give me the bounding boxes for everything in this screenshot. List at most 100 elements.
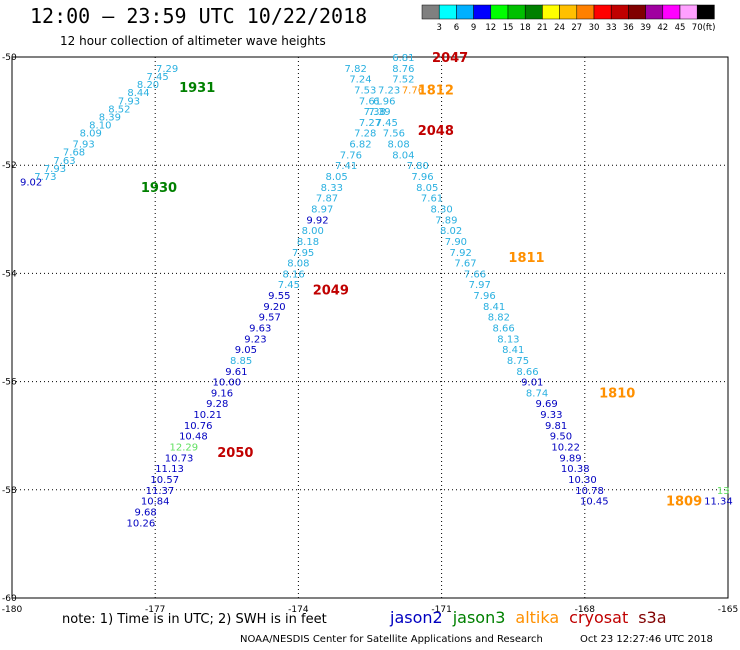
swh-value: 9.20	[263, 302, 285, 313]
swh-value: 7.53	[354, 85, 376, 96]
swh-value: 10.00	[212, 378, 241, 389]
swh-value: 11.13	[155, 464, 184, 475]
colorbar-swatch	[507, 4, 526, 20]
swh-value: 11.37	[146, 486, 175, 497]
swh-value: 8.18	[297, 237, 319, 248]
page-subtitle: 12 hour collection of altimeter wave hei…	[60, 34, 326, 48]
swh-value: 7.27	[359, 118, 381, 129]
swh-value: 10.48	[179, 432, 208, 443]
swh-value: 7.28	[354, 129, 376, 140]
pass-time-label: 1811	[508, 251, 544, 266]
swh-value: 10.84	[141, 497, 170, 508]
colorbar-value: 42	[657, 23, 668, 33]
swh-value: 8.13	[497, 334, 519, 345]
swh-value: 7.76	[340, 150, 362, 161]
colorbar-unit: (ft)	[703, 23, 716, 33]
swh-value: 8.97	[311, 204, 333, 215]
swh-value: 7.90	[445, 237, 467, 248]
swh-value: 7.93	[44, 164, 66, 175]
swh-value: 9.02	[20, 177, 42, 188]
colorbar-value: 36	[623, 23, 634, 33]
pass-time-label: 2047	[432, 51, 468, 66]
swh-value: 9.92	[306, 215, 328, 226]
swh-value: 7.24	[349, 75, 371, 86]
swh-value: 10.38	[561, 464, 590, 475]
swh-value: 7.89	[435, 215, 457, 226]
swh-value: 8.04	[392, 150, 414, 161]
swh-value: 7.96	[473, 291, 495, 302]
swh-value: 7.92	[450, 248, 472, 259]
footer-note: note: 1) Time is in UTC; 2) SWH is in fe…	[62, 612, 327, 627]
swh-value: 9.50	[550, 432, 572, 443]
swh-value: 7.80	[407, 161, 429, 172]
swh-value: 8.75	[507, 356, 529, 367]
swh-value: 7.29	[156, 64, 178, 75]
swh-value: 8.41	[483, 302, 505, 313]
swh-value: 7.68	[63, 148, 85, 159]
y-tick-label: -60	[2, 594, 17, 604]
swh-value: 9.33	[540, 410, 562, 421]
swh-value: 8.05	[325, 172, 347, 183]
colorbar-swatch	[662, 4, 681, 20]
swh-value: 7.82	[345, 64, 367, 75]
swh-value: 9.63	[249, 324, 271, 335]
swh-value: 12.29	[170, 443, 199, 454]
colorbar-swatch	[576, 4, 595, 20]
colorbar-value: 9	[471, 23, 476, 33]
swh-value: 8.82	[488, 313, 510, 324]
colorbar-value: 6	[454, 23, 459, 33]
colorbar-swatch	[696, 4, 715, 20]
swh-value: 10.76	[184, 421, 213, 432]
map-frame	[11, 56, 729, 599]
colorbar-swatch	[610, 4, 629, 20]
colorbar-value: 15	[503, 23, 514, 33]
colorbar-value: 18	[520, 23, 531, 33]
colorbar-swatch	[524, 4, 543, 20]
swh-value: 9.01	[521, 378, 543, 389]
swh-value: 7.93	[118, 96, 140, 107]
swh-value: 7.76	[402, 85, 424, 96]
swh-value: 10.30	[568, 475, 597, 486]
swh-value: 7.95	[292, 248, 314, 259]
x-tick-label: -171	[431, 605, 451, 615]
swh-value: 7.38	[364, 107, 386, 118]
legend-s3a: s3a	[638, 608, 667, 627]
swh-value: 6.81	[392, 53, 414, 64]
swh-value: 8.52	[108, 104, 130, 115]
swh-value: 8.02	[440, 226, 462, 237]
x-tick-label: -174	[288, 605, 309, 615]
page-title: 12:00 – 23:59 UTC 10/22/2018	[30, 4, 368, 28]
swh-value: 8.39	[99, 113, 121, 124]
swh-value: 8.00	[302, 226, 324, 237]
swh-value: 11.34	[704, 497, 733, 508]
swh-value: 8.30	[430, 204, 452, 215]
swh-value: 8.85	[230, 356, 252, 367]
colorbar-swatch	[456, 4, 474, 20]
pass-time-label: 1812	[418, 83, 454, 98]
swh-value: 7.45	[146, 72, 168, 83]
swh-value: 9.89	[559, 453, 581, 464]
swh-value: 7.41	[335, 161, 357, 172]
swh-value: 9.69	[535, 399, 557, 410]
y-tick-label: -54	[2, 269, 17, 279]
swh-value: 9.57	[259, 313, 281, 324]
swh-value: 10.22	[551, 443, 580, 454]
swh-value: 8.16	[282, 269, 304, 280]
colorbar-value: 45	[675, 23, 686, 33]
swh-value: 7.97	[469, 280, 491, 291]
pass-time-label: 1930	[141, 181, 177, 196]
swh-value: 10.73	[165, 453, 194, 464]
timestamp-text: Oct 23 12:27:46 UTC 2018	[580, 634, 713, 645]
swh-value: 10.21	[193, 410, 222, 421]
swh-value: 8.09	[80, 129, 102, 140]
swh-value: 9.81	[545, 421, 567, 432]
colorbar-value: 30	[589, 23, 600, 33]
swh-value: 7.56	[383, 129, 405, 140]
swh-value: 10.45	[580, 497, 609, 508]
pass-time-label: 2050	[217, 446, 253, 461]
swh-value: 7.93	[72, 140, 94, 151]
swh-value: 8.44	[127, 88, 149, 99]
x-tick-label: -168	[575, 605, 596, 615]
swh-value: 7.87	[316, 194, 338, 205]
swh-value: 10.57	[150, 475, 179, 486]
